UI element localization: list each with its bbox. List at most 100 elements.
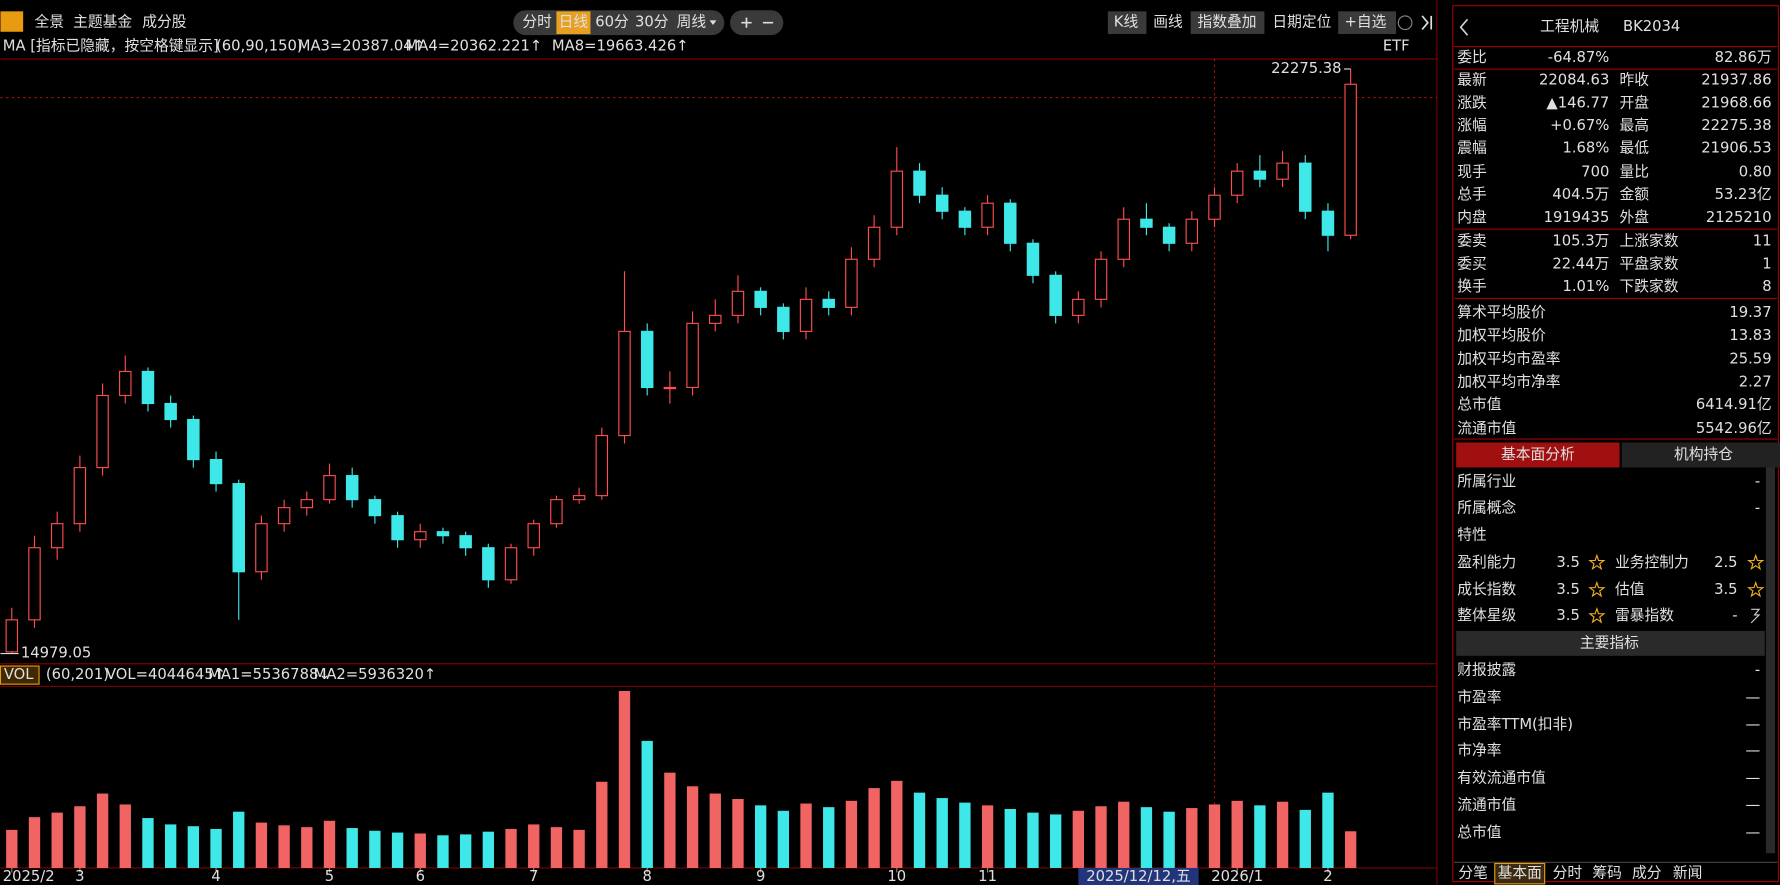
zoom-group[interactable] — [730, 10, 784, 36]
tool-button[interactable]: 指数叠加 — [1197, 14, 1256, 31]
volume-bar — [278, 825, 290, 868]
candle-body — [1208, 194, 1221, 220]
quote-value: 700 — [1581, 163, 1609, 180]
period-tab[interactable]: 30分 — [635, 14, 669, 31]
tool-button-bg — [1107, 11, 1147, 35]
panel-title: 工程机械 — [1540, 18, 1599, 35]
volume-bar — [74, 806, 86, 868]
help-icon[interactable] — [1397, 15, 1413, 31]
quote-value: 13.83 — [1729, 327, 1771, 344]
quote-value: 21937.86 — [1701, 72, 1771, 89]
candle-body — [550, 499, 563, 525]
candle-body — [1140, 218, 1153, 228]
nav-tab[interactable]: 全景 — [35, 13, 65, 31]
indicator-label: 总市值 — [1457, 824, 1502, 841]
volume-bar — [459, 834, 472, 868]
indicator-value: — — [1746, 742, 1761, 759]
bottom-tab[interactable]: 筹码 — [1592, 865, 1622, 882]
volume-bar — [1208, 804, 1221, 868]
tab-bg[interactable] — [1456, 442, 1620, 468]
volume-bar — [913, 792, 926, 868]
candle-body — [1230, 170, 1244, 196]
quote-label: 委卖 — [1457, 233, 1487, 250]
vol-legend: MA1=5536788↓ — [208, 666, 331, 683]
candle-body — [867, 226, 881, 260]
vol-selector[interactable] — [0, 665, 40, 685]
indicator-value: — — [1746, 716, 1761, 733]
etf-label[interactable]: ETF — [1383, 38, 1410, 55]
tool-button[interactable]: 画线 — [1153, 14, 1183, 31]
quote-value: 2125210 — [1706, 209, 1772, 226]
quote-value: 2.27 — [1739, 373, 1772, 390]
cursor-date-bg — [1078, 867, 1199, 885]
candle-body — [459, 535, 472, 549]
candle-body — [935, 194, 949, 212]
volume-bar — [1344, 831, 1357, 868]
quote-label: 加权平均股价 — [1457, 327, 1546, 344]
candle-body — [141, 370, 155, 405]
zoom-icons — [741, 17, 774, 28]
back-arrow[interactable] — [1459, 18, 1469, 36]
x-tick-label: 8 — [642, 868, 651, 885]
quote-label: 总市值 — [1457, 396, 1502, 413]
panel-tab[interactable]: 机构持仓 — [1674, 446, 1733, 463]
quote-value: 8 — [1762, 278, 1771, 295]
volume-bar — [1118, 801, 1130, 868]
vol-name[interactable]: VOL — [4, 666, 34, 683]
rating-label: 盈利能力 — [1457, 554, 1516, 571]
panel-tab[interactable]: 基本面分析 — [1501, 446, 1575, 463]
quote-label: 下跌家数 — [1620, 278, 1679, 295]
rating-score: 3.5 — [1556, 607, 1579, 624]
volume-bar — [891, 780, 903, 868]
volume-bar — [323, 820, 336, 868]
tab-bg[interactable] — [1621, 442, 1780, 468]
candle-body — [981, 202, 994, 228]
quote-label: 委买 — [1457, 255, 1487, 272]
nav-tab[interactable]: 成分股 — [142, 14, 186, 31]
period-tab[interactable]: 周线 — [677, 14, 707, 31]
period-tab[interactable]: 日线 — [559, 14, 589, 31]
period-tab[interactable]: 分时 — [522, 14, 552, 31]
indicator-name: MA [指标已隐藏，按空格键显示] — [3, 38, 219, 55]
candle-body — [709, 314, 722, 324]
bottom-tab[interactable]: 分笔 — [1458, 865, 1488, 882]
bottom-tab[interactable]: 新闻 — [1673, 865, 1703, 882]
indicator-label: 市盈率TTM(扣非) — [1457, 716, 1573, 733]
volume-bar — [1072, 810, 1085, 868]
bottom-tab[interactable]: 成分 — [1632, 865, 1662, 882]
profile-label: 所属概念 — [1457, 498, 1516, 516]
rating-score: 2.5 — [1714, 554, 1737, 571]
profile-label: 所属行业 — [1457, 473, 1516, 490]
volume-bar — [709, 793, 721, 868]
period-tab[interactable]: 60分 — [595, 14, 629, 31]
volume-bar — [414, 833, 426, 868]
nav-tab[interactable]: 主题基金 — [73, 14, 132, 31]
quote-value: 11 — [1753, 233, 1772, 250]
bottom-tab[interactable]: 分时 — [1553, 865, 1583, 882]
candle-body — [595, 434, 609, 497]
bottom-tab[interactable]: 基本面 — [1498, 865, 1542, 882]
quote-label: 总手 — [1457, 186, 1487, 203]
x-tick-label: 5 — [325, 868, 334, 885]
quote-value: 1.01% — [1562, 278, 1609, 295]
tool-button[interactable]: 日期定位 — [1272, 14, 1331, 31]
candle-body — [958, 210, 972, 228]
candle-body — [391, 515, 404, 541]
app-icon[interactable] — [0, 11, 24, 32]
volume-bar — [528, 824, 540, 868]
quote-label: 加权平均市净率 — [1457, 373, 1561, 390]
volume-bar — [301, 827, 313, 868]
tool-button[interactable]: K线 — [1114, 14, 1139, 31]
candle-body — [1321, 210, 1335, 236]
candle-body — [1117, 218, 1130, 260]
candle-body — [1072, 298, 1085, 316]
candle-body — [5, 619, 19, 653]
quote-label: 震幅 — [1457, 140, 1487, 157]
vol-legend: MA2=5936320↑ — [314, 666, 437, 683]
indicators-header-bg — [1456, 630, 1765, 656]
period-active-bg — [556, 11, 591, 35]
tool-button[interactable]: +自选 — [1344, 14, 1386, 31]
candle-body — [255, 523, 268, 573]
collapse-icon[interactable] — [1421, 15, 1433, 31]
volume-bar — [936, 798, 948, 868]
